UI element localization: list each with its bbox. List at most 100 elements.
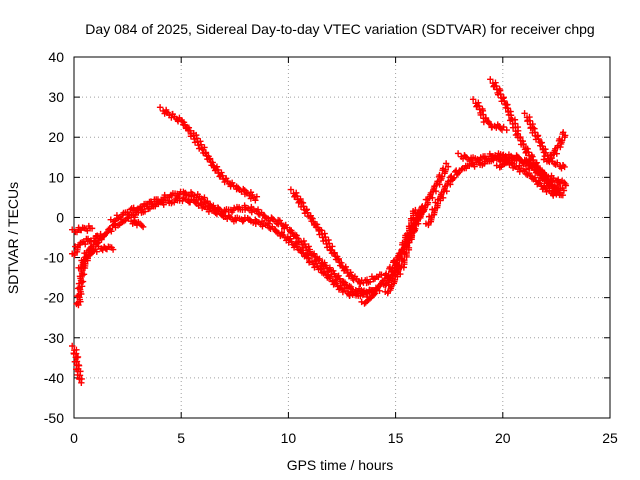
data-point: [312, 223, 320, 231]
data-point: [310, 261, 317, 268]
data-point: [247, 195, 255, 202]
y-tick-label: -50: [44, 410, 64, 426]
series-track-8: [124, 214, 147, 231]
data-point: [454, 150, 462, 157]
data-point: [528, 175, 536, 182]
y-tick-label: 30: [48, 89, 64, 105]
data-point: [261, 214, 269, 221]
data-point: [562, 182, 570, 189]
data-point: [193, 135, 201, 142]
chart-title: Day 084 of 2025, Sidereal Day-to-day VTE…: [85, 21, 594, 37]
data-point: [288, 238, 295, 245]
data-point: [286, 226, 293, 233]
data-point: [418, 204, 425, 211]
data-point: [119, 211, 126, 219]
data-point: [410, 220, 418, 227]
x-tick-label: 25: [602, 430, 618, 446]
data-point: [536, 171, 544, 179]
data-point: [491, 82, 498, 89]
data-point: [164, 197, 172, 204]
y-tick-label: -40: [44, 370, 64, 386]
data-point: [332, 252, 339, 260]
data-point: [305, 243, 312, 250]
data-point: [202, 149, 210, 156]
data-point: [412, 215, 420, 222]
series-track-10: [287, 186, 385, 287]
x-tick-label: 10: [281, 430, 297, 446]
data-point: [253, 193, 261, 200]
data-point: [488, 153, 496, 161]
data-point: [240, 185, 247, 193]
data-point: [337, 284, 344, 292]
data-point: [225, 212, 233, 220]
data-point: [302, 251, 309, 258]
data-point: [331, 249, 338, 256]
data-point: [516, 155, 523, 163]
data-point: [308, 251, 315, 258]
data-point: [203, 152, 210, 159]
data-point: [311, 220, 319, 228]
data-point: [78, 379, 85, 386]
y-tick-label: -20: [44, 290, 64, 306]
data-point: [85, 222, 93, 230]
data-point: [300, 237, 308, 245]
data-point: [292, 240, 299, 247]
data-point: [74, 299, 82, 307]
data-point: [327, 273, 334, 281]
data-point: [318, 269, 326, 276]
data-point: [561, 163, 568, 171]
data-point: [442, 160, 450, 167]
data-point: [290, 244, 298, 251]
data-point: [285, 239, 292, 246]
data-point: [312, 260, 320, 267]
data-point: [291, 231, 299, 238]
data-point: [316, 255, 323, 262]
data-point: [428, 212, 436, 220]
data-point: [341, 266, 349, 273]
data-point: [305, 259, 313, 266]
data-point: [497, 125, 504, 132]
data-point: [540, 184, 548, 191]
data-point: [76, 375, 83, 382]
data-point: [535, 179, 542, 186]
data-point: [219, 212, 226, 219]
data-point: [311, 264, 318, 271]
data-point: [501, 97, 508, 105]
data-point: [173, 194, 180, 202]
data-point: [329, 243, 336, 250]
data-point: [183, 123, 191, 131]
data-point: [308, 258, 316, 265]
data-point: [227, 183, 234, 190]
data-point: [559, 184, 566, 192]
data-point: [197, 199, 204, 207]
data-point: [255, 210, 262, 217]
series-track-20: [493, 152, 570, 195]
data-point: [221, 178, 228, 186]
data-point: [130, 204, 137, 212]
data-point: [229, 207, 237, 214]
series-track-1: [69, 222, 96, 236]
series-track-18: [521, 110, 568, 172]
data-point: [328, 246, 335, 254]
data-point: [461, 152, 469, 160]
data-point: [353, 290, 361, 297]
data-point: [533, 159, 540, 166]
data-point: [468, 156, 476, 164]
data-point: [326, 266, 333, 273]
grid-lines: [74, 57, 610, 418]
data-point: [74, 371, 81, 379]
data-point: [88, 243, 95, 250]
data-point: [212, 166, 220, 173]
data-point: [268, 214, 276, 222]
data-point: [69, 342, 76, 350]
series-track-19: [540, 129, 569, 165]
data-point: [176, 191, 183, 198]
data-point: [217, 171, 224, 179]
data-point: [197, 138, 204, 145]
data-point: [341, 281, 349, 288]
data-point: [293, 234, 300, 241]
data-point: [408, 227, 415, 235]
data-point: [197, 141, 205, 148]
data-point: [81, 256, 88, 263]
data-point: [180, 121, 187, 128]
